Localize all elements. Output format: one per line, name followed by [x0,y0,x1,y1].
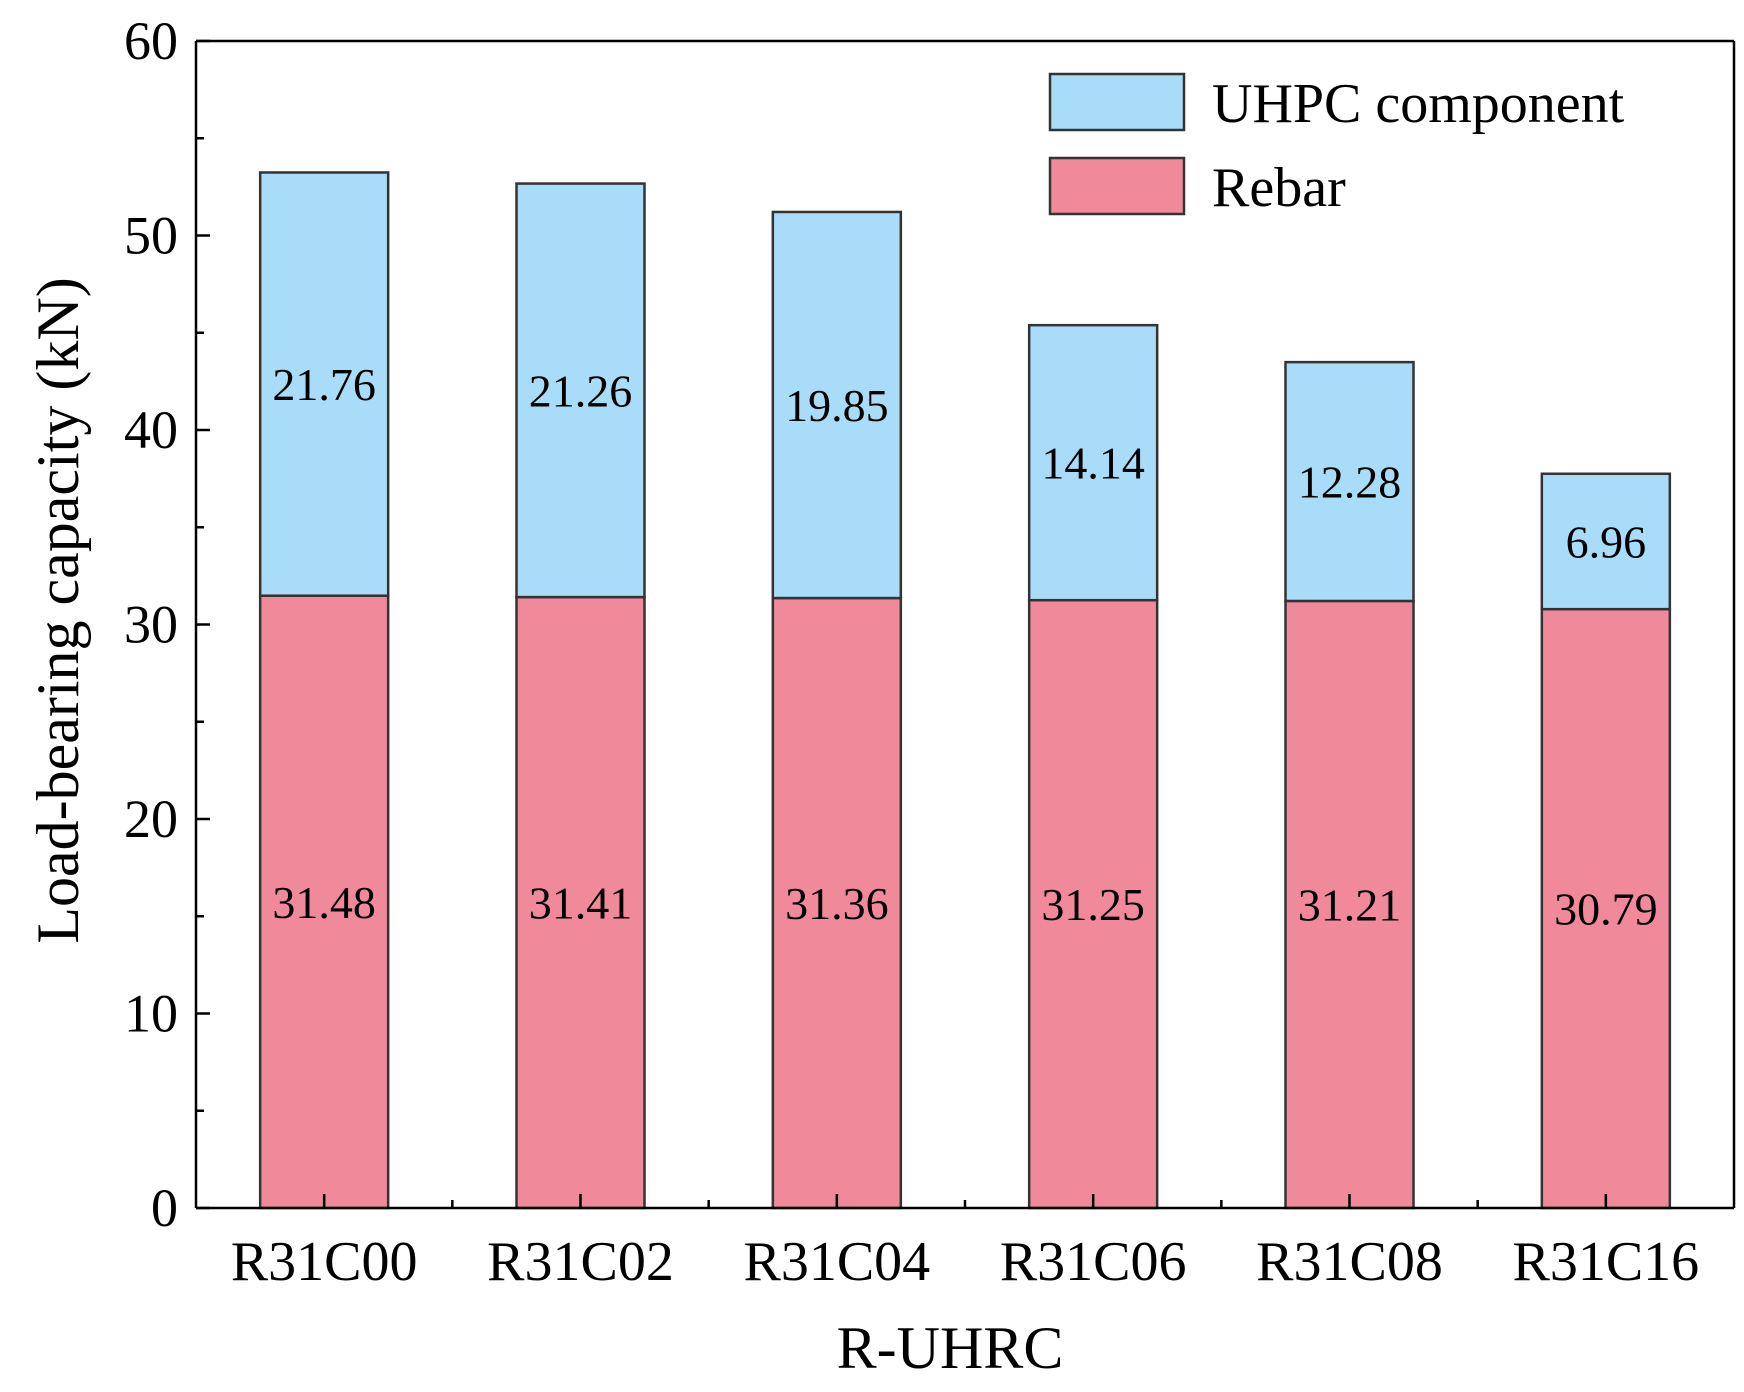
y-tick-label: 30 [124,595,178,655]
y-tick-label: 40 [124,400,178,460]
x-tick-label-r31c04: R31C04 [743,1231,930,1293]
x-tick-label-r31c08: R31C08 [1256,1231,1443,1293]
legend: UHPC component Rebar [1048,72,1625,219]
bar-uhpc-r31c02 [515,182,646,599]
bar-uhpc-r31c04 [771,210,903,600]
bar-rebar-r31c00 [258,594,390,1210]
y-tick-label: 20 [124,789,178,849]
y-tick-label: 50 [124,206,178,266]
data-label-uhpc-r31c02: 21.26 [529,365,633,416]
bar-uhpc-r31c16 [1540,472,1672,611]
x-tick-label-r31c00: R31C00 [231,1231,418,1293]
data-label-rebar-r31c02: 31.41 [529,878,633,929]
data-label-uhpc-r31c00: 21.76 [272,359,376,410]
bar-uhpc-r31c06 [1027,323,1159,602]
x-axis-title: R-UHRC [837,1315,1064,1381]
data-label-uhpc-r31c04: 19.85 [785,380,889,431]
data-label-rebar-r31c16: 30.79 [1554,884,1658,935]
bar-uhpc-r31c08 [1284,360,1415,603]
data-label-rebar-r31c06: 31.25 [1041,879,1145,930]
data-label-rebar-r31c04: 31.36 [785,878,889,929]
x-tick-label-r31c16: R31C16 [1512,1231,1699,1293]
x-tick-label-r31c06: R31C06 [1000,1231,1187,1293]
data-label-rebar-r31c08: 31.21 [1298,879,1402,930]
legend-swatch-uhpc [1048,72,1186,132]
legend-swatch-rebar [1048,156,1186,216]
data-label-uhpc-r31c16: 6.96 [1566,516,1647,567]
data-label-uhpc-r31c06: 14.14 [1041,438,1145,489]
data-label-rebar-r31c00: 31.48 [272,877,376,928]
bar-rebar-r31c16 [1540,607,1672,1210]
y-tick-label: 10 [124,984,178,1044]
bar-rebar-r31c04 [771,596,903,1210]
legend-label-uhpc: UHPC component [1212,73,1625,135]
y-axis-title: Load-bearing capacity (kN) [25,277,91,943]
bar-uhpc-r31c00 [258,171,390,597]
x-ticks-group: R31C00 R31C02 R31C04 R31C06 R31C08 R31C16 [231,1194,1699,1293]
data-labels-group: 31.48 21.76 31.41 21.26 31.36 19.85 31.25 14.14… [272,359,1657,934]
legend-label-rebar: Rebar [1212,157,1346,219]
y-tick-label: 60 [124,11,178,71]
y-tick-label: 0 [151,1178,178,1238]
y-ticks-group: 0 10 20 30 40 50 60 [124,11,210,1238]
data-label-uhpc-r31c08: 12.28 [1298,457,1402,508]
axes-frame [194,39,1736,1210]
bars-group [258,171,1672,1210]
x-tick-label-r31c02: R31C02 [487,1231,674,1293]
